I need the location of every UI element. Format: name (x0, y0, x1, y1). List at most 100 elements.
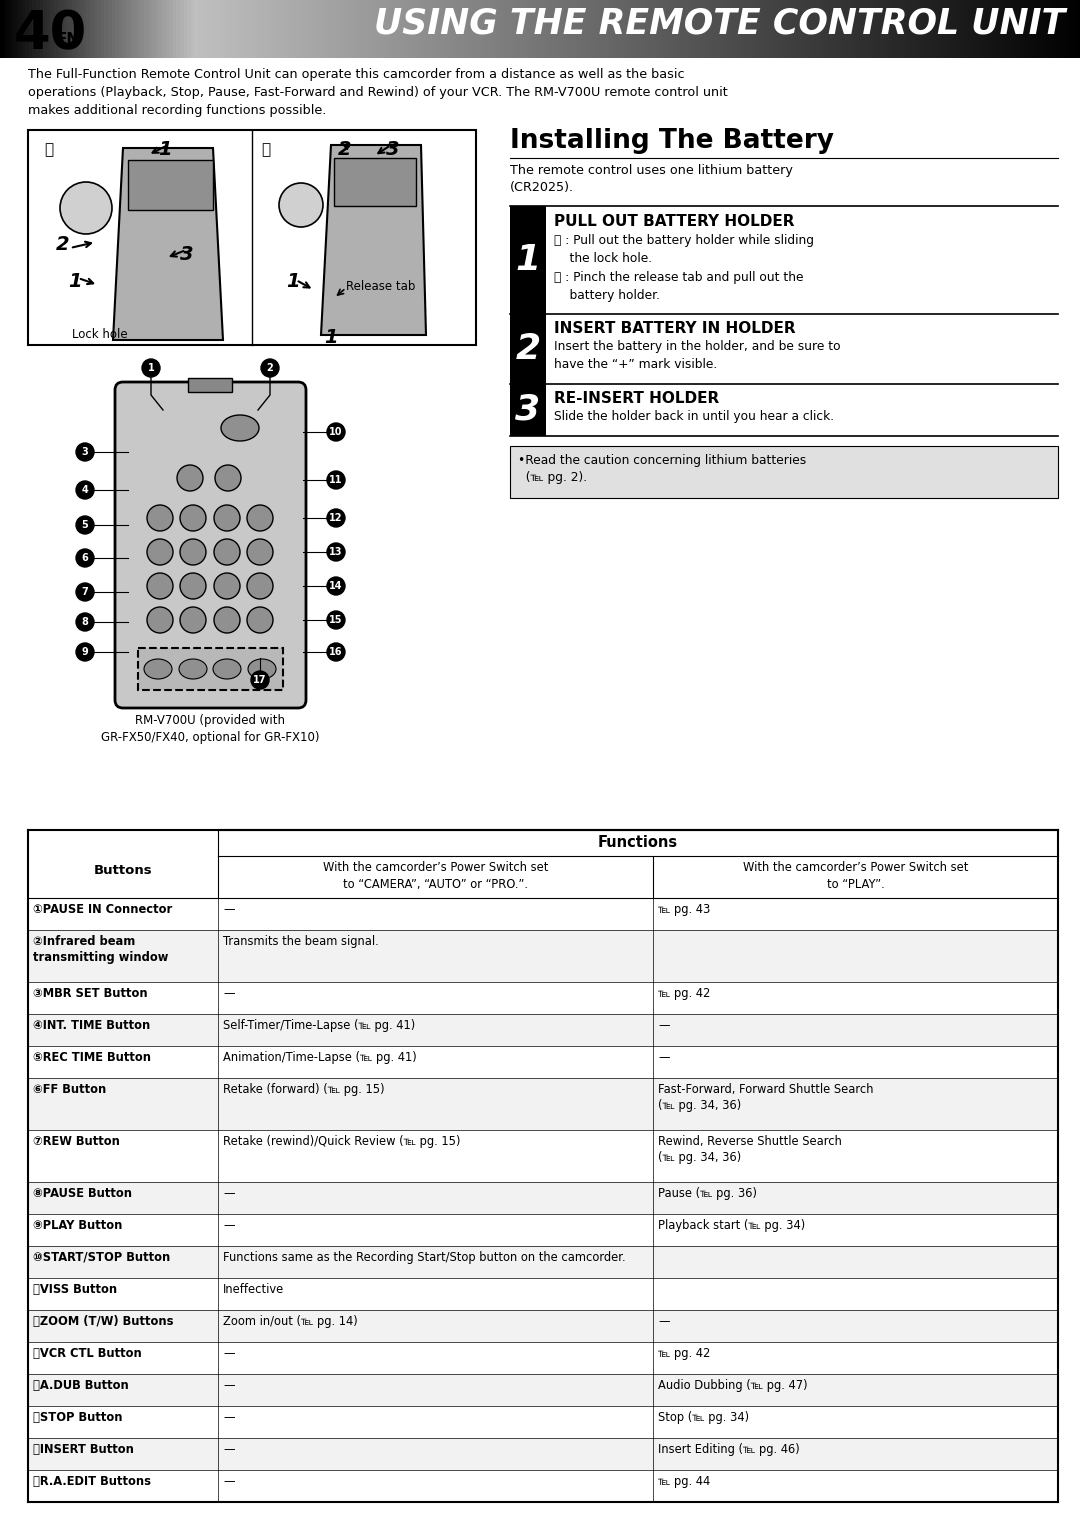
Bar (1051, 0, 1056, 58)
Bar (623, 0, 627, 58)
Bar (28, 1182, 1058, 1214)
Bar (219, 0, 225, 58)
Bar (28, 1214, 1058, 1246)
Text: ⑩START/STOP Button: ⑩START/STOP Button (33, 1251, 171, 1265)
Bar (137, 0, 141, 58)
Bar (630, 0, 635, 58)
Bar (940, 0, 944, 58)
Bar (184, 0, 188, 58)
Text: ⑫ZOOM (T/W) Buttons: ⑫ZOOM (T/W) Buttons (33, 1315, 174, 1328)
Text: 1: 1 (68, 271, 82, 291)
Circle shape (76, 583, 94, 601)
Bar (198, 0, 203, 58)
Bar (407, 0, 411, 58)
Bar (572, 0, 577, 58)
Text: EN: EN (57, 32, 80, 48)
Bar (187, 0, 192, 58)
FancyBboxPatch shape (114, 382, 306, 708)
Bar (338, 0, 343, 58)
Circle shape (147, 504, 173, 530)
Text: Ineffective: Ineffective (222, 1283, 284, 1295)
Bar (292, 0, 296, 58)
Bar (188, 379, 232, 392)
Bar (872, 0, 876, 58)
Bar (842, 0, 847, 58)
Bar (926, 0, 930, 58)
Bar (893, 0, 897, 58)
Text: Audio Dubbing (℡ pg. 47): Audio Dubbing (℡ pg. 47) (658, 1380, 808, 1392)
Text: Slide the holder back in until you hear a click.: Slide the holder back in until you hear … (554, 409, 834, 423)
Bar (662, 0, 667, 58)
Text: 6: 6 (82, 553, 89, 563)
Bar (54, 0, 58, 58)
Bar (464, 0, 469, 58)
Bar (360, 0, 365, 58)
Bar (1069, 0, 1074, 58)
Bar (1048, 0, 1052, 58)
Bar (540, 0, 544, 58)
Bar (727, 0, 732, 58)
Bar (259, 0, 264, 58)
Bar (108, 0, 112, 58)
Bar (510, 205, 546, 314)
Bar (594, 0, 598, 58)
Bar (1018, 0, 1024, 58)
Bar (748, 0, 754, 58)
Bar (28, 1406, 1058, 1438)
Text: 9: 9 (82, 647, 89, 658)
Bar (759, 0, 765, 58)
Circle shape (180, 540, 206, 566)
Bar (602, 0, 606, 58)
Bar (810, 0, 814, 58)
Text: With the camcorder’s Power Switch set
to “CAMERA”, “AUTO” or “PRO.”.: With the camcorder’s Power Switch set to… (323, 862, 549, 891)
Bar (46, 0, 52, 58)
Bar (367, 0, 372, 58)
Text: The remote control uses one lithium battery
(CR2025).: The remote control uses one lithium batt… (510, 164, 793, 195)
Text: 40: 40 (14, 8, 87, 60)
Bar (850, 0, 854, 58)
Text: ④INT. TIME Button: ④INT. TIME Button (33, 1019, 150, 1032)
Text: Insert the battery in the holder, and be sure to
have the “+” mark visible.: Insert the battery in the holder, and be… (554, 340, 840, 371)
Bar (28, 931, 1058, 983)
Circle shape (327, 423, 345, 442)
Text: 1: 1 (515, 244, 541, 277)
Text: —: — (222, 903, 234, 917)
Bar (100, 0, 106, 58)
Bar (262, 0, 268, 58)
Bar (821, 0, 825, 58)
Bar (375, 0, 379, 58)
Bar (785, 0, 789, 58)
Text: ⒶR.A.EDIT Buttons: ⒶR.A.EDIT Buttons (33, 1475, 151, 1489)
Bar (28, 1470, 1058, 1502)
Bar (882, 0, 887, 58)
Bar (1001, 0, 1005, 58)
Bar (680, 0, 685, 58)
Bar (1066, 0, 1070, 58)
Text: 17: 17 (253, 675, 267, 685)
Text: 12: 12 (329, 514, 342, 523)
Bar (154, 0, 160, 58)
Bar (1058, 0, 1063, 58)
Text: —: — (222, 1187, 234, 1200)
Text: 1: 1 (158, 140, 172, 159)
Text: Fast-Forward, Forward Shuttle Search
(℡ pg. 34, 36): Fast-Forward, Forward Shuttle Search (℡ … (658, 1082, 874, 1113)
Text: 4: 4 (82, 484, 89, 495)
Text: RM-V700U (provided with
GR-FX50/FX40, optional for GR-FX10): RM-V700U (provided with GR-FX50/FX40, op… (100, 714, 320, 744)
Bar (227, 0, 231, 58)
Bar (832, 0, 836, 58)
Text: 2: 2 (338, 140, 352, 159)
Bar (450, 0, 455, 58)
Bar (510, 314, 546, 383)
Bar (694, 0, 700, 58)
Ellipse shape (248, 659, 276, 679)
Bar (886, 0, 890, 58)
Bar (94, 0, 98, 58)
Bar (710, 0, 714, 58)
Text: 1: 1 (286, 271, 299, 291)
Bar (32, 0, 37, 58)
Circle shape (180, 573, 206, 599)
Text: ⑨PLAY Button: ⑨PLAY Button (33, 1219, 122, 1233)
Bar (756, 0, 760, 58)
Bar (875, 0, 879, 58)
Text: ℡ pg. 42: ℡ pg. 42 (658, 987, 711, 1000)
